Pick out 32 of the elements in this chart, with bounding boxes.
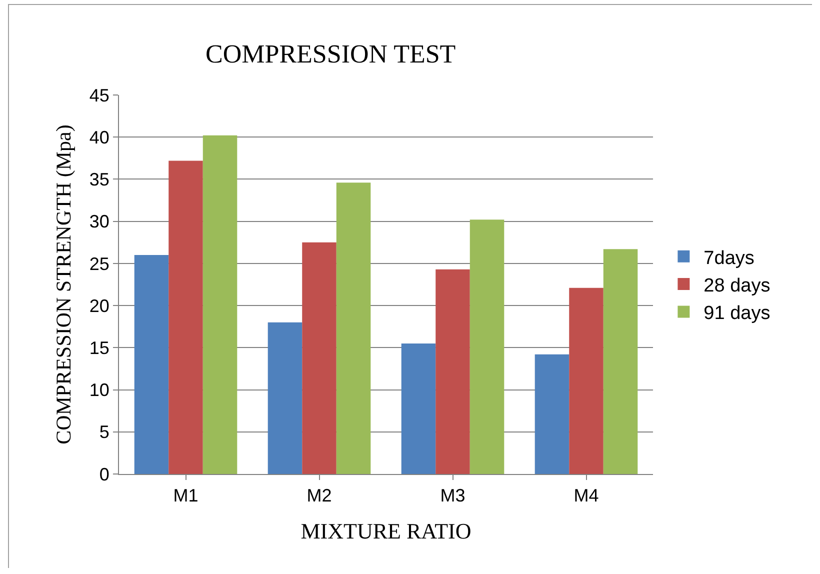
y-tick-label: 25 (89, 254, 110, 274)
bar (202, 135, 238, 474)
y-tick-label: 5 (99, 422, 110, 442)
x-tick-label: M2 (306, 486, 332, 506)
bar (302, 242, 336, 474)
bar (569, 288, 604, 474)
y-tick-label: 35 (89, 170, 110, 190)
bar (168, 160, 203, 474)
y-tick-label: 30 (89, 212, 110, 232)
y-tick-label: 0 (99, 464, 110, 484)
bar (401, 343, 436, 474)
y-tick-label: 15 (89, 338, 110, 358)
legend-label: 28 days (704, 275, 770, 296)
y-tick-label: 45 (89, 85, 110, 106)
x-tick-label: M1 (173, 486, 198, 506)
y-tick-label: 10 (89, 380, 110, 400)
bar (470, 220, 504, 474)
bar (603, 249, 638, 474)
bar (268, 322, 302, 474)
bar (436, 269, 470, 474)
y-tick-label: 40 (89, 127, 110, 148)
legend-label: 7days (704, 248, 754, 269)
bar (534, 354, 570, 474)
x-tick-label: M3 (440, 486, 466, 506)
y-axis-title: COMPRESSION STRENGTH (Mpa) (52, 124, 76, 444)
y-tick-label: 20 (89, 296, 110, 316)
bar (336, 182, 371, 474)
x-tick-label: M4 (574, 486, 599, 506)
bar (134, 255, 169, 474)
x-axis-title: MIXTURE RATIO (300, 518, 472, 544)
chart-title: COMPRESSION TEST (206, 40, 456, 69)
legend-label: 91 days (704, 303, 770, 324)
